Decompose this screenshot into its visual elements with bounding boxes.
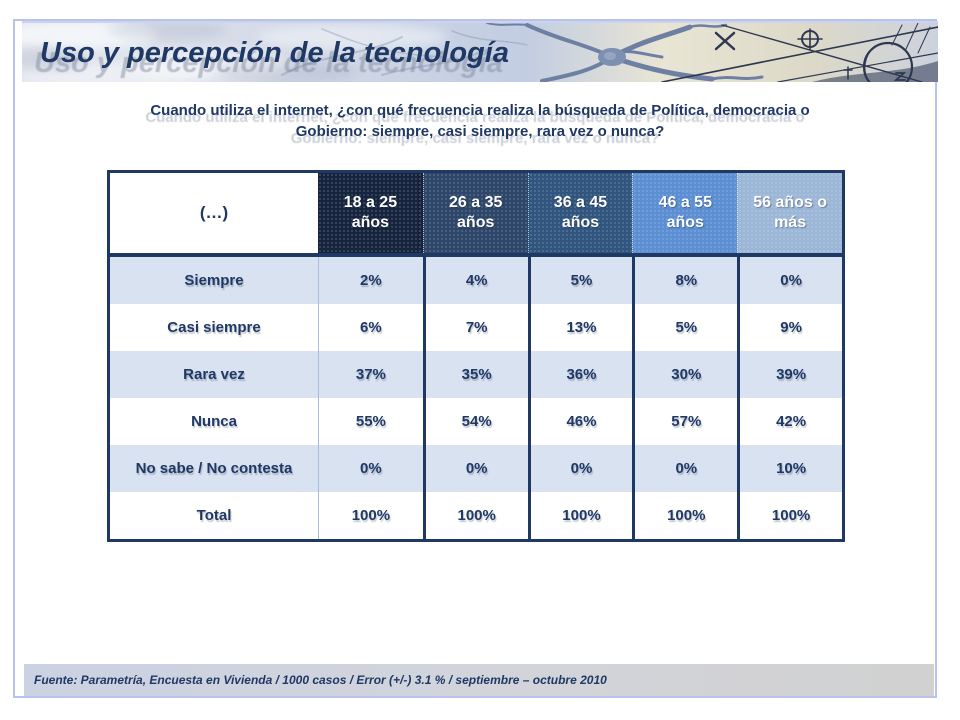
table-corner-cell: (…) bbox=[110, 173, 318, 253]
table-cell: 100% bbox=[527, 492, 633, 539]
table-row-total: Total 100% 100% 100% 100% 100% bbox=[110, 492, 842, 539]
header-banner: Uso y percepción de la tecnología bbox=[22, 21, 938, 82]
table-cell: 8% bbox=[632, 257, 737, 304]
table-cell: 39% bbox=[737, 351, 842, 398]
banner-artwork-image bbox=[22, 23, 938, 82]
table-cell: 10% bbox=[737, 445, 842, 492]
table-cell: 2% bbox=[318, 257, 423, 304]
table-row: No sabe / No contesta 0% 0% 0% 0% 10% bbox=[110, 445, 842, 492]
table-cell: 37% bbox=[318, 351, 423, 398]
footer-bar: Fuente: Parametría, Encuesta en Vivienda… bbox=[24, 664, 934, 696]
table-row: Nunca 55% 54% 46% 57% 42% bbox=[110, 398, 842, 445]
column-header-46-55: 46 a 55 años bbox=[632, 173, 738, 253]
table-cell: 100% bbox=[737, 492, 842, 539]
column-header-18-25: 18 a 25 años bbox=[318, 173, 423, 253]
table-header-row: (…) 18 a 25 años 26 a 35 años 36 a 45 añ… bbox=[110, 173, 842, 257]
table-row: Rara vez 37% 35% 36% 30% 39% bbox=[110, 351, 842, 398]
page-title: Uso y percepción de la tecnología bbox=[40, 37, 509, 69]
column-header-56-plus: 56 años o más bbox=[737, 173, 842, 253]
table-cell: 0% bbox=[422, 445, 528, 492]
table-row: Casi siempre 6% 7% 13% 5% 9% bbox=[110, 304, 842, 351]
table-cell: 0% bbox=[527, 445, 633, 492]
survey-question: Cuando utiliza el internet, ¿con qué fre… bbox=[75, 100, 885, 142]
row-label: Rara vez bbox=[183, 366, 245, 383]
table-cell: 100% bbox=[422, 492, 528, 539]
row-label: No sabe / No contesta bbox=[135, 460, 293, 477]
question-line-2: Gobierno: siempre, casi siempre, rara ve… bbox=[295, 123, 665, 140]
table-cell: 30% bbox=[632, 351, 737, 398]
table-cell: 7% bbox=[422, 304, 528, 351]
table-row: Siempre 2% 4% 5% 8% 0% bbox=[110, 257, 842, 304]
table-cell: 4% bbox=[422, 257, 528, 304]
row-label: Nunca bbox=[191, 413, 237, 430]
table-cell: 35% bbox=[422, 351, 528, 398]
question-line-1: Cuando utiliza el internet, ¿con qué fre… bbox=[150, 102, 810, 119]
column-header-36-45: 36 a 45 años bbox=[527, 173, 633, 253]
table-cell: 100% bbox=[318, 492, 423, 539]
table-cell: 57% bbox=[632, 398, 737, 445]
table-cell: 55% bbox=[318, 398, 423, 445]
table-cell: 13% bbox=[527, 304, 633, 351]
table-cell: 0% bbox=[737, 257, 842, 304]
table-cell: 46% bbox=[527, 398, 633, 445]
table-cell: 5% bbox=[527, 257, 633, 304]
table-cell: 42% bbox=[737, 398, 842, 445]
data-table: (…) 18 a 25 años 26 a 35 años 36 a 45 añ… bbox=[107, 170, 845, 542]
table-cell: 0% bbox=[318, 445, 423, 492]
table-cell: 0% bbox=[632, 445, 737, 492]
column-header-26-35: 26 a 35 años bbox=[422, 173, 528, 253]
row-label: Total bbox=[196, 507, 232, 524]
table-cell: 100% bbox=[632, 492, 737, 539]
table-cell: 54% bbox=[422, 398, 528, 445]
source-note: Fuente: Parametría, Encuesta en Vivienda… bbox=[34, 673, 607, 687]
table-cell: 9% bbox=[737, 304, 842, 351]
table-cell: 6% bbox=[318, 304, 423, 351]
row-label: Casi siempre bbox=[167, 319, 261, 336]
table-cell: 5% bbox=[632, 304, 737, 351]
row-label: Siempre bbox=[184, 272, 244, 289]
table-cell: 36% bbox=[527, 351, 633, 398]
